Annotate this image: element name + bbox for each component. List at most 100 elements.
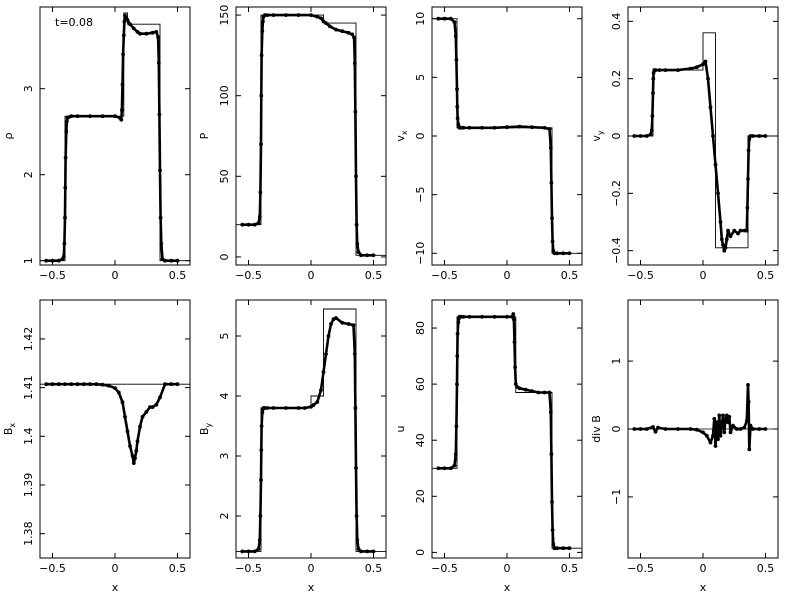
x-tick-label: −0.5 [627,269,654,282]
particle-point [632,427,637,431]
y-axis-label: Bx [2,423,17,436]
particle-point [327,24,332,29]
particle-point [452,463,457,468]
particle-point [63,185,68,190]
particle-point [723,416,728,421]
particle-trace [242,316,374,553]
particle-point [154,30,159,34]
particle-point [315,400,320,404]
particle-point [329,322,333,326]
particle-point [259,142,263,147]
y-tick-label: 1.38 [22,521,35,546]
chart-panel-3: −0.5 0 0.5 −10 −5 0 5 10 vx [394,6,583,282]
particle-point [549,181,554,185]
y-tick-label: 1.41 [22,375,35,400]
particle-point [511,312,516,316]
x-axis-label: x [112,581,119,594]
y-tick-label: 0 [414,549,427,556]
particle-point [663,68,668,72]
particle-point [550,500,554,504]
particle-point [69,382,74,387]
particle-point [492,314,497,319]
particle-point [719,237,724,242]
particle-point [746,148,751,153]
particle-point [355,538,360,542]
particle-point [747,447,752,452]
particle-point [542,390,547,395]
particle-point [757,134,762,138]
x-tick-label: 0.5 [365,562,383,575]
y-tick-label: −0.4 [610,237,623,264]
particle-point [75,382,80,387]
particle-point [448,16,453,21]
particle-point [455,87,459,91]
particle-point [356,250,361,255]
particle-point [159,241,164,246]
particle-point [128,444,132,448]
particle-point [651,425,655,429]
particle-point [144,410,149,414]
particle-point [638,427,643,431]
particle-point [116,390,121,395]
particle-point [106,383,111,388]
particle-point [257,214,262,219]
y-tick-label: 60 [414,377,427,391]
particle-point [530,125,534,130]
particle-point [649,128,654,133]
particle-point [138,424,142,429]
particle-point [567,251,572,256]
particle-point [442,16,447,21]
particle-point [663,427,668,431]
particle-point [738,427,743,431]
particle-point [65,119,69,124]
particle-point [688,66,693,71]
x-tick-label: 0 [112,269,119,282]
particle-point [561,546,566,551]
particle-point [258,514,263,518]
y-axis-label: div B [590,415,603,443]
y-tick-label: 1 [610,358,623,365]
particle-point [130,453,135,458]
particle-point [81,382,86,387]
particle-point [549,452,554,457]
particle-point [324,352,328,356]
particle-point [555,251,559,256]
particle-point [721,243,725,247]
particle-point [246,222,251,227]
x-axis-label: x [308,581,315,594]
particle-point [125,18,130,22]
particle-point [555,546,559,551]
particle-point [651,91,655,95]
x-tick-label: −0.5 [39,269,66,282]
y-tick-label: 0 [610,133,623,140]
particle-point [121,52,125,57]
y-tick-label: 2 [218,513,231,520]
particle-point [258,190,263,195]
particle-point [133,456,137,461]
particle-point [246,549,251,554]
particle-point [523,387,528,392]
particle-point [454,57,459,62]
x-tick-label: 0 [308,269,315,282]
particle-point [651,76,656,81]
time-annotation: t=0.08 [55,16,93,29]
particle-point [738,228,743,233]
particle-point [271,13,276,17]
particle-point [63,215,67,220]
particle-point [144,31,149,36]
y-tick-label: 0.2 [610,70,623,88]
y-tick-label: −1 [610,489,623,505]
y-tick-label: 3 [218,453,231,460]
particle-point [315,14,320,19]
particle-point [302,406,307,410]
particle-point [284,13,288,17]
y-axis-label: u [394,426,407,433]
particle-point [650,114,655,118]
particle-point [456,320,461,325]
particle-point [708,105,713,110]
particle-point [746,399,751,404]
particle-point [723,245,728,250]
chart-panel-5: −0.5 0 0.5 1.38 1.39 1.4 1.41 1.42 Bx x [2,299,191,594]
x-tick-label: 0.5 [561,562,579,575]
